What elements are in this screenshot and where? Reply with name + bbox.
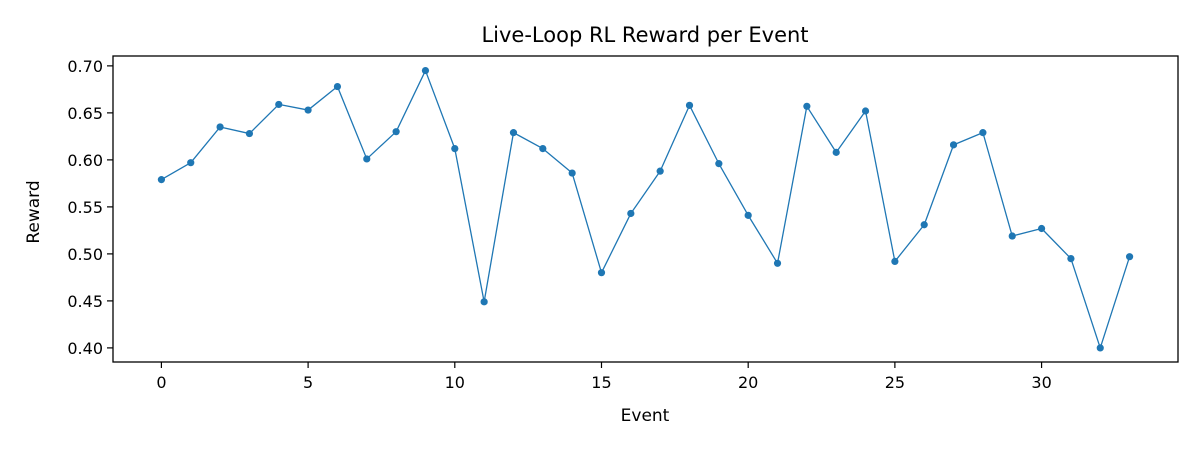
- x-tick-label: 30: [1031, 373, 1051, 392]
- chart-title: Live-Loop RL Reward per Event: [481, 23, 808, 47]
- x-tick-label: 20: [738, 373, 758, 392]
- y-tick-label: 0.40: [67, 339, 103, 358]
- data-point: [421, 66, 430, 75]
- axes: 0 5 10 15 20 25 30 0.40 0.45 0.50 0.55 0.60 0.65 0.70: [67, 55, 1179, 392]
- series-line: [161, 69, 1131, 349]
- data-point: [979, 129, 987, 137]
- y-axis-label: Reward: [24, 180, 44, 243]
- data-point: [187, 159, 195, 167]
- x-tick-label: 5: [303, 373, 313, 392]
- data-point: [685, 101, 694, 109]
- data-point: [1125, 253, 1134, 261]
- x-axis-label: Event: [621, 406, 670, 426]
- data-point: [832, 148, 840, 156]
- y-tick-label: 0.45: [67, 292, 103, 311]
- y-tick-label: 0.65: [67, 104, 103, 123]
- data-point: [744, 211, 752, 219]
- data-point: [480, 298, 488, 306]
- data-point: [949, 141, 958, 149]
- data-point: [216, 123, 224, 131]
- data-point: [920, 221, 928, 229]
- data-point: [891, 257, 899, 266]
- data-point: [157, 176, 166, 184]
- data-point: [568, 169, 576, 177]
- data-point: [656, 167, 664, 175]
- y-tick-label: 0.60: [67, 151, 103, 170]
- data-point: [627, 209, 635, 218]
- data-point: [245, 129, 254, 138]
- x-tick-label: 15: [591, 373, 611, 392]
- data-point: [333, 82, 342, 91]
- data-point: [1008, 232, 1016, 240]
- data-point: [392, 128, 400, 136]
- data-point: [275, 100, 283, 109]
- data-point: [1037, 224, 1046, 233]
- data-point: [861, 107, 870, 115]
- data-point: [363, 155, 371, 163]
- data-point: [597, 269, 606, 277]
- data-point: [539, 144, 547, 153]
- x-tick-label: 10: [445, 373, 465, 392]
- data-point: [304, 106, 312, 114]
- x-tick-label: 25: [885, 373, 905, 392]
- data-point: [803, 102, 811, 110]
- x-tick-label: 0: [156, 373, 166, 392]
- y-tick-label: 0.70: [67, 57, 103, 76]
- data-point: [1096, 344, 1104, 352]
- data-point: [715, 160, 723, 168]
- data-point: [773, 259, 782, 267]
- data-point: [1067, 254, 1075, 263]
- data-point: [451, 144, 459, 153]
- series-layer: [157, 66, 1134, 352]
- y-tick-label: 0.50: [67, 245, 103, 264]
- plot-frame: [112, 55, 1179, 363]
- data-point: [509, 129, 518, 137]
- y-tick-label: 0.55: [67, 198, 103, 217]
